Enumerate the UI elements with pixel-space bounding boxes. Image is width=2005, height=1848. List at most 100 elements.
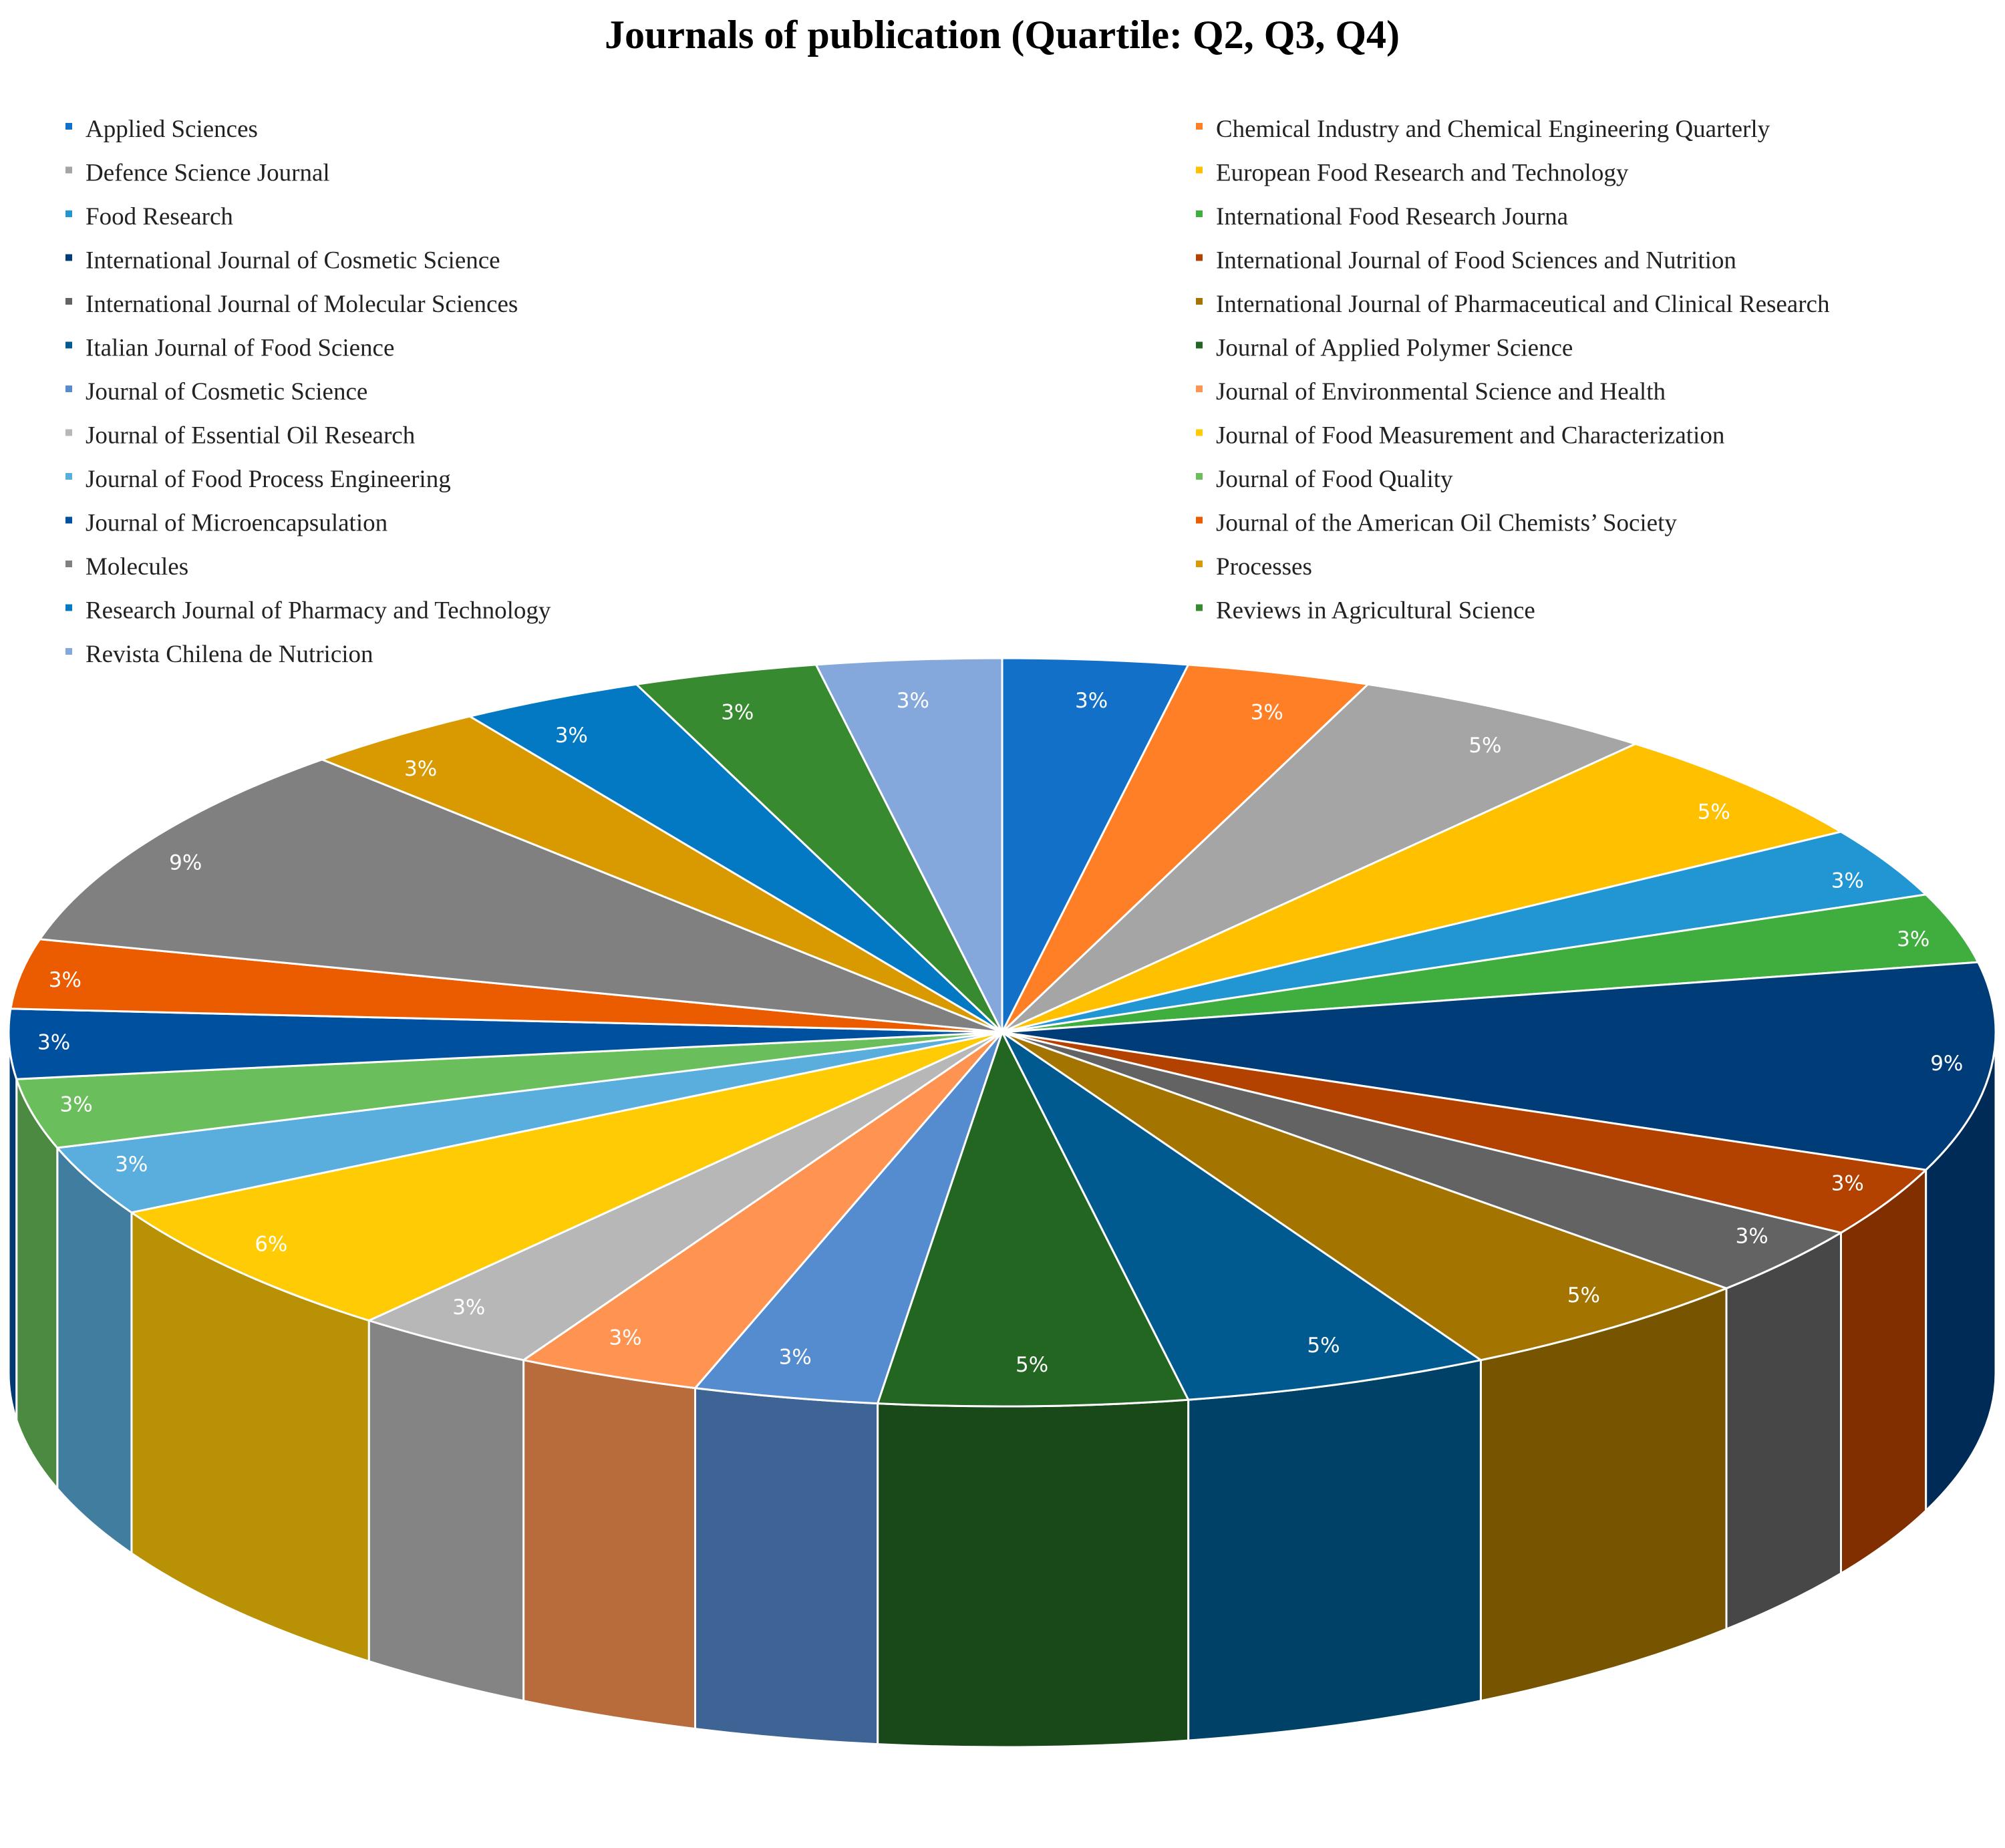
legend-label-17: Journal of Food Process Engineering xyxy=(86,466,451,493)
pie-side-9 xyxy=(1725,1231,1842,1631)
legend-label-24: Reviews in Agricultural Science xyxy=(1216,597,1535,625)
legend-label-14: Journal of Environmental Science and Hea… xyxy=(1216,378,1666,406)
data-label-3: 5% xyxy=(1469,734,1501,758)
legend-swatch-19 xyxy=(65,516,72,524)
pie-slice-3 xyxy=(1001,683,1637,1034)
legend-label-23: Research Journal of Pharmacy and Technol… xyxy=(86,597,551,625)
legend-label-12: Journal of Applied Polymer Science xyxy=(1216,335,1573,362)
data-label-16: 6% xyxy=(255,1233,287,1257)
data-label-22: 3% xyxy=(404,757,437,781)
legend-label-3: Defence Science Journal xyxy=(86,160,330,187)
legend-label-1: Applied Sciences xyxy=(86,116,258,143)
legend-swatch-25 xyxy=(65,648,72,655)
pie-top-faces xyxy=(7,657,1997,1408)
pie-slice-2 xyxy=(1001,663,1369,1034)
legend-swatch-21 xyxy=(65,561,72,567)
legend-swatch-14 xyxy=(1196,386,1203,392)
pie-side-11 xyxy=(1187,1358,1482,1742)
pie-slice-19 xyxy=(7,1008,1004,1080)
data-label-13: 3% xyxy=(779,1345,812,1369)
data-label-5: 3% xyxy=(1831,869,1864,893)
legend-swatch-4 xyxy=(1196,166,1203,174)
legend-swatch-3 xyxy=(65,166,72,174)
data-label-11: 5% xyxy=(1307,1334,1340,1358)
data-label-7: 9% xyxy=(1930,1052,1963,1076)
legend-label-25: Revista Chilena de Nutricion xyxy=(86,641,373,668)
pie-data-labels: 3% 3% 5% 5% 3% 3% 9% 3% 3% 5% 5% 5% 3% 3% 3% 6% 3% 3% 3% 3%… xyxy=(37,689,1963,1377)
legend-label-15: Journal of Essential Oil Research xyxy=(86,422,416,450)
data-label-17: 3% xyxy=(115,1152,148,1177)
pie-slice-21 xyxy=(39,758,1004,1034)
legend-swatch-15 xyxy=(65,429,72,436)
legend-swatch-5 xyxy=(65,210,72,217)
pie-slice-23 xyxy=(468,683,1004,1034)
pie-slice-17 xyxy=(56,1031,1004,1214)
pie-slice-14 xyxy=(522,1031,1004,1390)
legend-label-19: Journal of Microencapsulation xyxy=(86,510,388,537)
pie-slice-18 xyxy=(15,1031,1004,1149)
legend-label-5: Food Research xyxy=(86,203,233,230)
pie-slice-24 xyxy=(635,663,1004,1034)
legend-label-11: Italian Journal of Food Science xyxy=(86,335,394,362)
pie-slice-15 xyxy=(367,1031,1004,1362)
legend-label-13: Journal of Cosmetic Science xyxy=(86,378,367,406)
legend-swatch-11 xyxy=(65,341,72,349)
data-label-10: 5% xyxy=(1567,1283,1600,1307)
pie-slice-10 xyxy=(1001,1031,1728,1362)
data-label-8: 3% xyxy=(1831,1171,1864,1195)
chart-legend: Applied Sciences Chemical Industry and Ch… xyxy=(65,116,1830,668)
data-label-21: 9% xyxy=(169,851,202,875)
legend-swatch-16 xyxy=(1196,429,1203,436)
legend-swatch-8 xyxy=(1196,254,1203,261)
pie-slice-13 xyxy=(694,1031,1004,1405)
legend-swatch-12 xyxy=(1196,341,1203,349)
pie-slice-11 xyxy=(1001,1031,1482,1401)
legend-swatch-9 xyxy=(65,298,72,305)
legend-label-16: Journal of Food Measurement and Characte… xyxy=(1216,422,1724,450)
pie-side-17 xyxy=(56,1144,133,1555)
data-label-12: 5% xyxy=(1016,1353,1048,1377)
legend-swatch-2 xyxy=(1196,123,1203,130)
pie-side-15 xyxy=(367,1319,525,1702)
data-label-25: 3% xyxy=(897,689,929,713)
pie-slice-8 xyxy=(1001,1031,1927,1234)
pie-slice-4 xyxy=(1001,743,1842,1034)
legend-swatch-7 xyxy=(65,254,72,261)
pie-slice-22 xyxy=(321,715,1004,1034)
legend-label-18: Journal of Food Quality xyxy=(1216,466,1453,493)
legend-swatch-24 xyxy=(1196,604,1203,611)
pie-side-19 xyxy=(7,1032,18,1420)
pie-slice-12 xyxy=(877,1031,1190,1408)
legend-label-22: Processes xyxy=(1216,553,1312,581)
pie-slice-16 xyxy=(130,1031,1004,1322)
legend-label-2: Chemical Industry and Chemical Engineeri… xyxy=(1216,116,1770,143)
legend-label-6: International Food Research Journa xyxy=(1216,203,1568,230)
data-label-18: 3% xyxy=(60,1093,93,1117)
legend-swatch-10 xyxy=(1196,298,1203,305)
legend-swatch-1 xyxy=(65,123,72,130)
legend-label-21: Molecules xyxy=(86,553,188,581)
pie-side-12 xyxy=(877,1398,1190,1748)
legend-label-8: International Journal of Food Sciences a… xyxy=(1216,247,1736,275)
data-label-6: 3% xyxy=(1897,927,1930,951)
legend-swatch-20 xyxy=(1196,516,1203,524)
data-label-15: 3% xyxy=(452,1295,485,1320)
data-label-20: 3% xyxy=(49,968,82,992)
legend-label-7: International Journal of Cosmetic Scienc… xyxy=(86,247,500,275)
legend-swatch-22 xyxy=(1196,561,1203,567)
pie-side-13 xyxy=(694,1386,879,1746)
legend-swatch-6 xyxy=(1196,210,1203,217)
data-label-9: 3% xyxy=(1736,1225,1768,1249)
legend-swatch-23 xyxy=(65,604,72,611)
pie-slice-7 xyxy=(1001,961,1997,1171)
pie-slice-6 xyxy=(1001,893,1980,1034)
pie-slice-25 xyxy=(814,657,1004,1034)
data-label-23: 3% xyxy=(555,724,588,748)
pie-side-8 xyxy=(1840,1167,1927,1575)
legend-swatch-17 xyxy=(65,473,72,480)
data-label-19: 3% xyxy=(37,1031,70,1055)
legend-swatch-13 xyxy=(65,386,72,392)
legend-label-20: Journal of the American Oil Chemists’ So… xyxy=(1216,510,1677,537)
